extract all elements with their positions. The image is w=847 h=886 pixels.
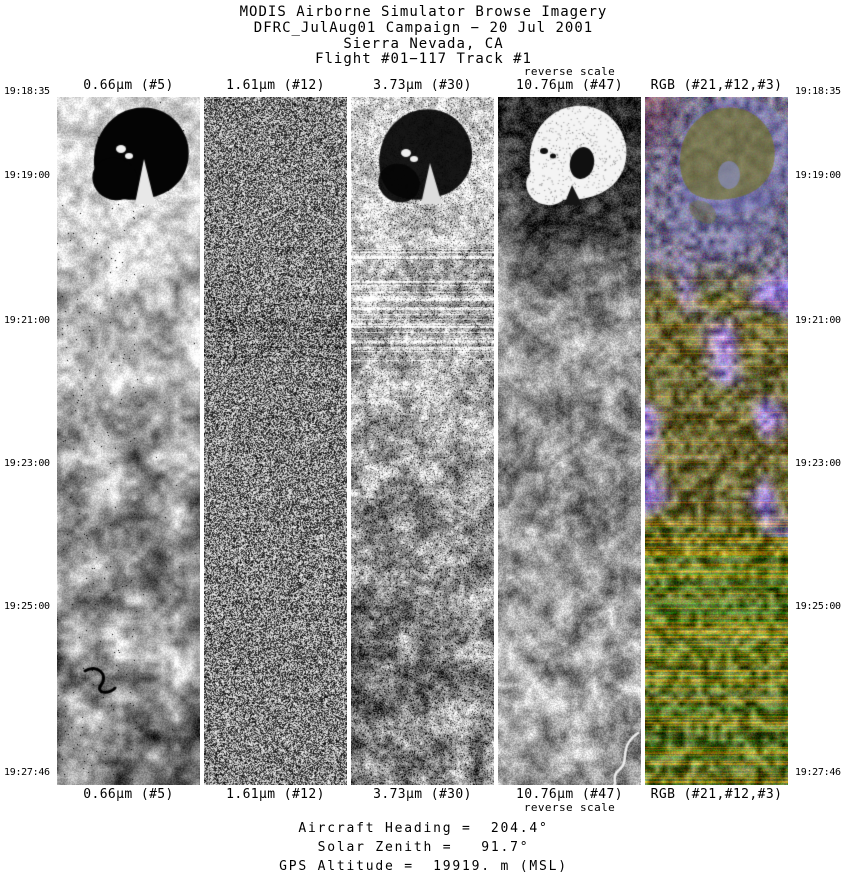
panel-label-bottom-band12: 1.61µm (#12) — [226, 787, 325, 802]
time-label-right-4: 19:23:00 — [795, 458, 841, 469]
panel-label-top-band47: 10.76µm (#47) — [516, 78, 623, 93]
time-label-left-6: 19:27:46 — [4, 767, 50, 778]
panel-label-top-rgb: RGB (#21,#12,#3) — [650, 78, 783, 93]
imagery-strip-0-66um — [57, 97, 200, 785]
location-subtitle: Sierra Nevada, CA — [343, 36, 504, 52]
time-label-left-1: 19:18:35 — [4, 86, 50, 97]
time-label-right-5: 19:25:00 — [795, 601, 841, 612]
time-label-right-3: 19:21:00 — [795, 315, 841, 326]
panel-label-bottom-rgb: RGB (#21,#12,#3) — [650, 787, 783, 802]
time-label-left-2: 19:19:00 — [4, 170, 50, 181]
panel-label-bottom-band30: 3.73µm (#30) — [373, 787, 472, 802]
time-label-left-4: 19:23:00 — [4, 458, 50, 469]
panel-label-bottom-band5: 0.66µm (#5) — [83, 787, 174, 802]
gps-altitude-value: GPS Altitude = 19919. m (MSL) — [279, 859, 568, 874]
time-label-left-3: 19:21:00 — [4, 315, 50, 326]
reverse-scale-note-top: reverse scale — [523, 65, 616, 78]
imagery-strip-10-76um — [498, 97, 641, 785]
campaign-subtitle: DFRC_JulAug01 Campaign − 20 Jul 2001 — [253, 20, 594, 36]
time-label-right-2: 19:19:00 — [795, 170, 841, 181]
reverse-scale-note-bottom: reverse scale — [523, 801, 616, 814]
time-label-right-1: 19:18:35 — [795, 86, 841, 97]
flight-subtitle: Flight #01−117 Track #1 — [315, 51, 532, 67]
page-title: MODIS Airborne Simulator Browse Imagery — [239, 4, 608, 20]
panel-label-bottom-band47: 10.76µm (#47) — [516, 787, 623, 802]
solar-zenith-value: Solar Zenith = 91.7° — [317, 840, 530, 855]
panel-label-top-band12: 1.61µm (#12) — [226, 78, 325, 93]
aircraft-heading-value: Aircraft Heading = 204.4° — [298, 821, 549, 836]
imagery-strip-3-73um — [351, 97, 494, 785]
time-label-left-5: 19:25:00 — [4, 601, 50, 612]
time-label-right-6: 19:27:46 — [795, 767, 841, 778]
panel-label-top-band30: 3.73µm (#30) — [373, 78, 472, 93]
imagery-strip-rgb — [645, 97, 788, 785]
panel-label-top-band5: 0.66µm (#5) — [83, 78, 174, 93]
imagery-strip-1-61um — [204, 97, 347, 785]
